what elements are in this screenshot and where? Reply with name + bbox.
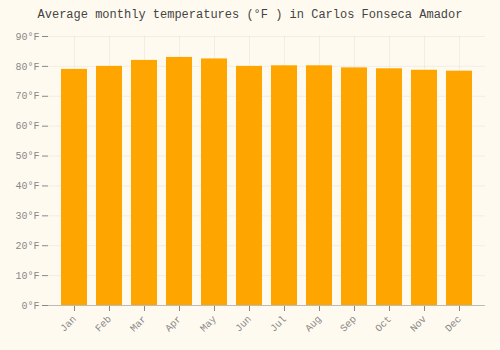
svg-text:Jul: Jul	[268, 314, 289, 335]
svg-text:Mar: Mar	[128, 314, 149, 335]
html-text:Average monthly temperatures (: Average monthly temperatures (°F ) in Ca…	[37, 8, 463, 22]
svg-text:May: May	[198, 314, 219, 335]
svg-text:10°F: 10°F	[15, 271, 39, 282]
svg-text:40°F: 40°F	[15, 181, 39, 192]
svg-text:Nov: Nov	[408, 314, 429, 335]
svg-text:Jun: Jun	[233, 314, 254, 335]
svg-text:20°F: 20°F	[15, 241, 39, 252]
svg-text:Aug: Aug	[303, 314, 324, 335]
svg-text:Jan: Jan	[58, 314, 79, 335]
svg-text:Sep: Sep	[338, 314, 359, 335]
svg-text:0°F: 0°F	[21, 301, 39, 312]
svg-text:Dec: Dec	[443, 314, 464, 335]
svg-text:50°F: 50°F	[15, 151, 39, 162]
svg-text:Apr: Apr	[163, 314, 184, 335]
svg-text:Feb: Feb	[93, 314, 114, 335]
svg-text:Oct: Oct	[373, 314, 394, 335]
svg-text:30°F: 30°F	[15, 211, 39, 222]
svg-text:80°F: 80°F	[15, 62, 39, 73]
svg-text:70°F: 70°F	[15, 91, 39, 102]
svg-text:90°F: 90°F	[15, 32, 39, 43]
svg-text:60°F: 60°F	[15, 121, 39, 132]
